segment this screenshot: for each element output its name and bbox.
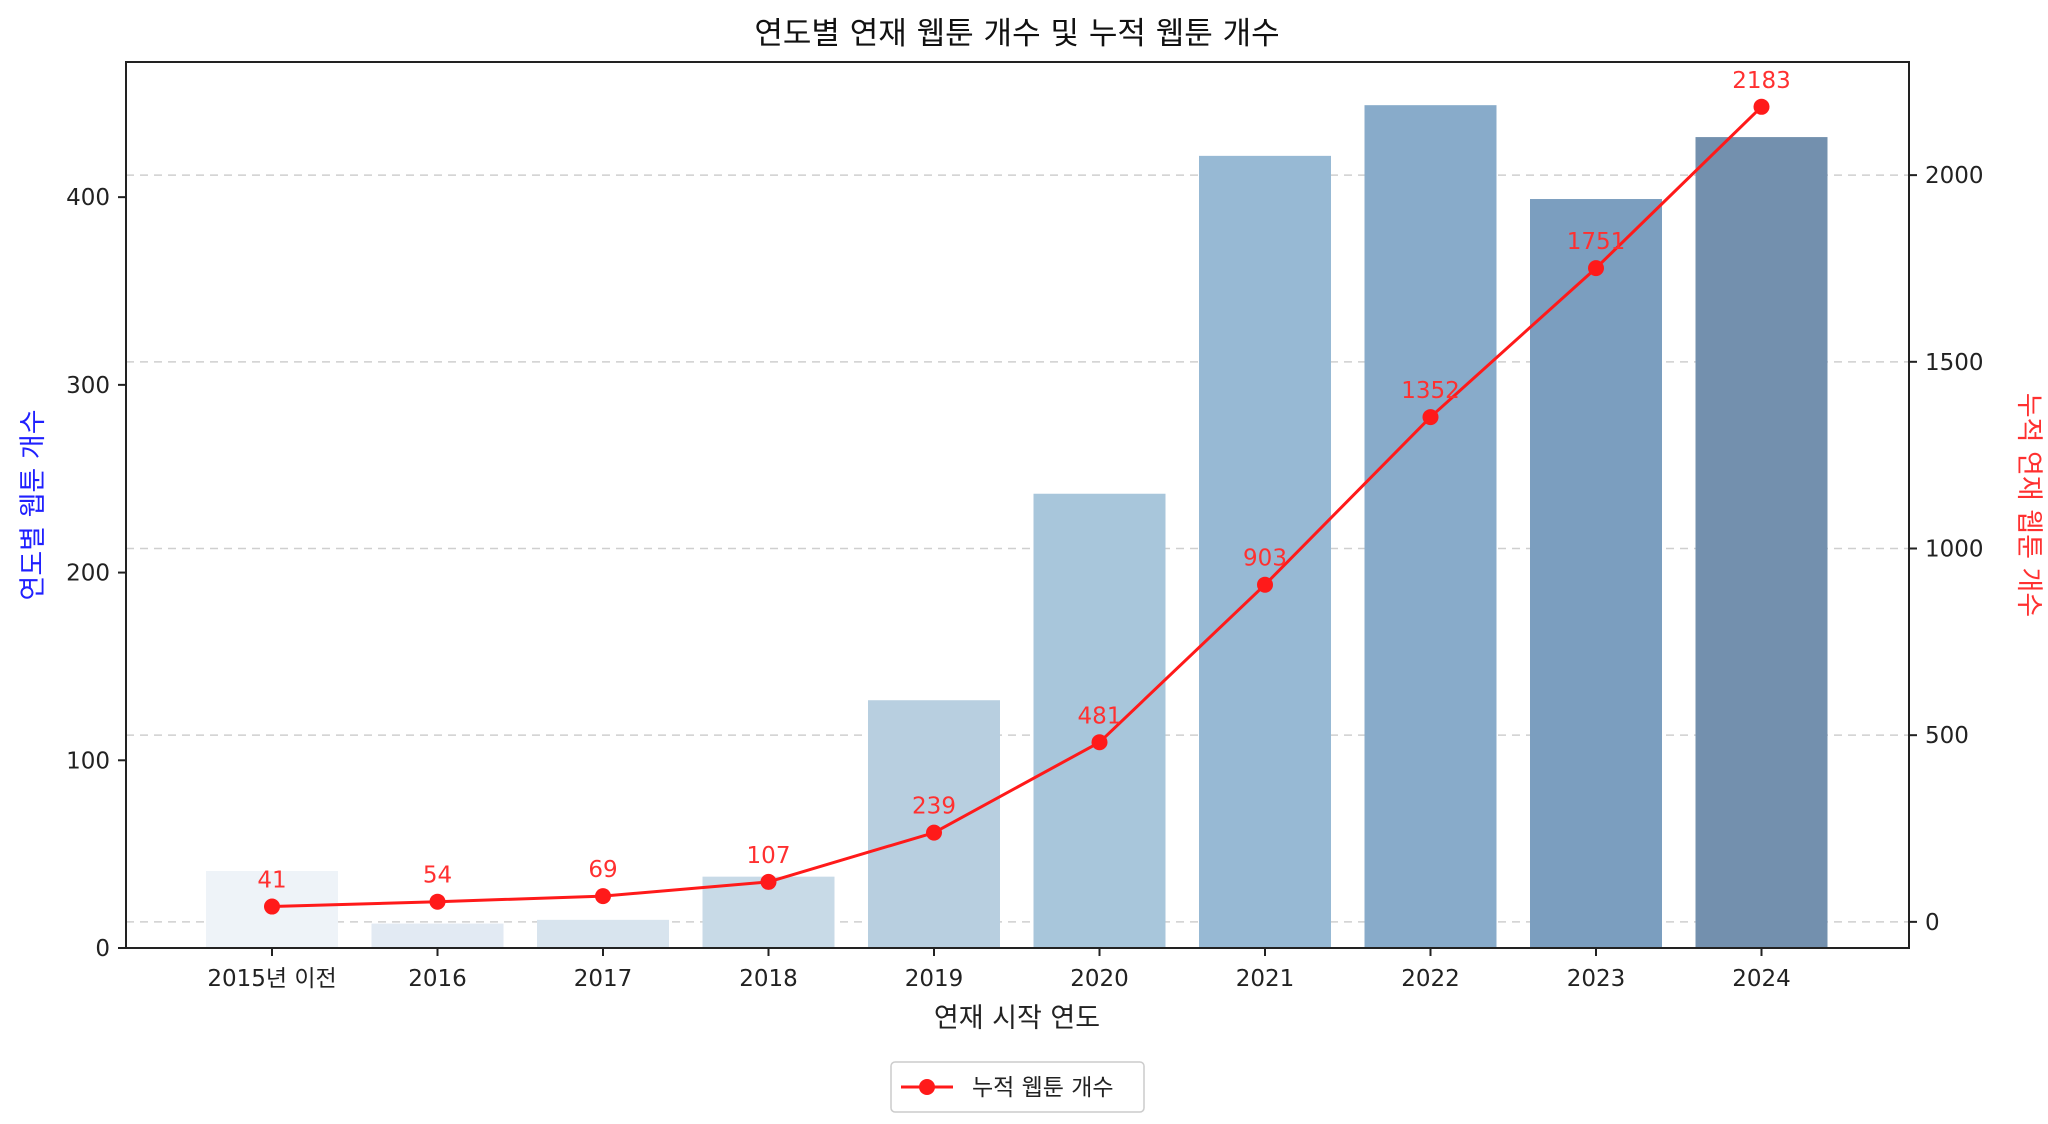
- left-y-axis: 0 100 200 300 400: [66, 185, 126, 962]
- bar: [1530, 199, 1662, 948]
- right-tick-label: 1000: [1925, 536, 1984, 562]
- x-tick-label: 2019: [905, 966, 964, 992]
- line-point: [264, 898, 280, 915]
- bar: [1033, 493, 1166, 948]
- right-y-axis: 0 500 1000 1500 2000: [1909, 163, 1984, 936]
- x-axis: 2015년 이전 2016 2017 2018 2019 2020 2021 2022 2023…: [207, 948, 1791, 992]
- x-tick-label: 2016: [408, 966, 467, 992]
- left-tick-label: 0: [95, 936, 110, 962]
- right-tick-label: 0: [1925, 910, 1940, 936]
- line-point: [1588, 260, 1604, 277]
- point-labels: 41 54 69 107 239 481 903 1352 1751 2183: [257, 68, 1790, 894]
- legend-box: [890, 1061, 1145, 1113]
- line-point: [1257, 576, 1273, 593]
- left-tick-label: 200: [66, 561, 110, 587]
- bar: [1695, 137, 1828, 949]
- line-point: [429, 893, 446, 910]
- x-tick-label: 2020: [1070, 966, 1129, 992]
- x-tick-label: 2023: [1567, 966, 1626, 992]
- point-label: 54: [423, 863, 452, 889]
- right-tick-label: 2000: [1925, 163, 1984, 189]
- point-label: 239: [912, 794, 956, 820]
- legend-label: 누적 웹툰 개수: [972, 1075, 1114, 1101]
- x-tick-label: 2015년 이전: [207, 966, 336, 992]
- x-tick-label: 2018: [739, 966, 798, 992]
- x-tick-label: 2017: [574, 966, 633, 992]
- x-tick-label: 2021: [1236, 966, 1295, 992]
- plot-frame: [125, 61, 1910, 949]
- line-point: [1422, 409, 1439, 426]
- point-label: 1352: [1401, 378, 1460, 404]
- bar: [868, 700, 1000, 948]
- line-point: [926, 824, 942, 841]
- left-y-axis-title: 연도별 웹툰 개수: [18, 409, 49, 600]
- legend-marker: [919, 1079, 935, 1095]
- line-point: [1753, 98, 1770, 115]
- point-label: 41: [257, 868, 286, 894]
- bar: [537, 919, 669, 948]
- point-label: 2183: [1732, 68, 1791, 94]
- x-tick-label: 2022: [1401, 966, 1460, 992]
- point-label: 481: [1078, 703, 1122, 729]
- left-tick-label: 400: [66, 185, 110, 211]
- line-series: [264, 98, 1770, 915]
- x-tick-label: 2024: [1732, 966, 1791, 992]
- line-point: [1091, 734, 1108, 751]
- chart-title: 연도별 연재 웹툰 개수 및 누적 웹툰 개수: [754, 16, 1279, 52]
- point-label: 107: [747, 843, 791, 869]
- left-tick-label: 100: [66, 748, 110, 774]
- right-y-axis-title: 누적 연재 웹툰 개수: [2013, 393, 2044, 617]
- bar: [1364, 105, 1497, 949]
- cumulative-line: [271, 105, 1763, 909]
- right-tick-label: 500: [1925, 723, 1969, 749]
- left-tick-label: 300: [66, 373, 110, 399]
- point-label: 1751: [1567, 229, 1626, 255]
- legend: 누적 웹툰 개수: [890, 1061, 1145, 1113]
- bar-series: [206, 105, 1828, 949]
- right-tick-label: 1500: [1925, 350, 1984, 376]
- bar: [1199, 155, 1331, 948]
- point-label: 69: [588, 857, 617, 883]
- line-point: [760, 873, 777, 890]
- x-axis-title: 연재 시작 연도: [934, 1003, 1100, 1034]
- point-label: 903: [1243, 546, 1287, 572]
- line-point: [595, 888, 611, 905]
- bar: [371, 923, 504, 948]
